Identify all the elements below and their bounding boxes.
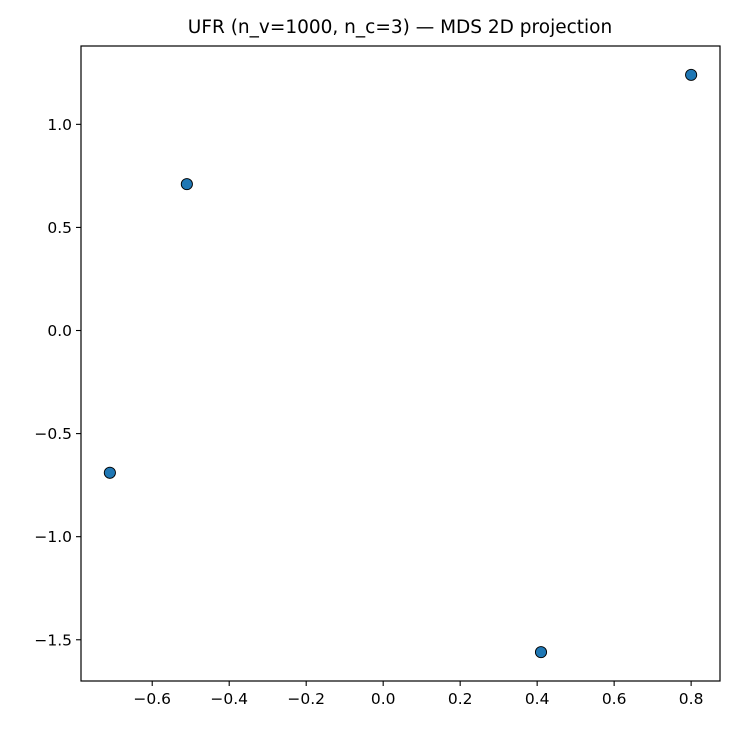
x-tick-label: 0.0 <box>371 690 396 708</box>
scatter-point <box>685 68 698 81</box>
axis-ticks: −0.6 −0.4 −0.2 0.0 0.2 0.4 0.6 0.8 1.0 0.5 0.0 −0.5… <box>34 116 703 708</box>
x-tick-label: 0.2 <box>448 690 473 708</box>
y-tick-label: −0.5 <box>34 425 72 443</box>
y-tick-label: 0.5 <box>47 219 72 237</box>
x-tick-label: −0.2 <box>287 690 325 708</box>
scatter-point <box>534 646 548 659</box>
y-tick-label: 1.0 <box>47 116 72 134</box>
scatter-point <box>103 466 116 479</box>
chart-title: UFR (n_v=1000, n_c=3) — MDS 2D projectio… <box>188 17 612 38</box>
y-tick-label: −1.5 <box>34 631 72 649</box>
y-tick-label: −1.0 <box>34 528 72 546</box>
x-tick-label: −0.4 <box>210 690 248 708</box>
x-tick-label: 0.4 <box>525 690 550 708</box>
x-tick-label: 0.6 <box>602 690 627 708</box>
scatter-point <box>180 178 193 191</box>
x-tick-label: −0.6 <box>133 690 171 708</box>
y-tick-label: 0.0 <box>47 322 72 340</box>
scatter-points <box>103 68 698 659</box>
plot-area-frame <box>80 45 721 682</box>
x-tick-label: 0.8 <box>679 690 704 708</box>
